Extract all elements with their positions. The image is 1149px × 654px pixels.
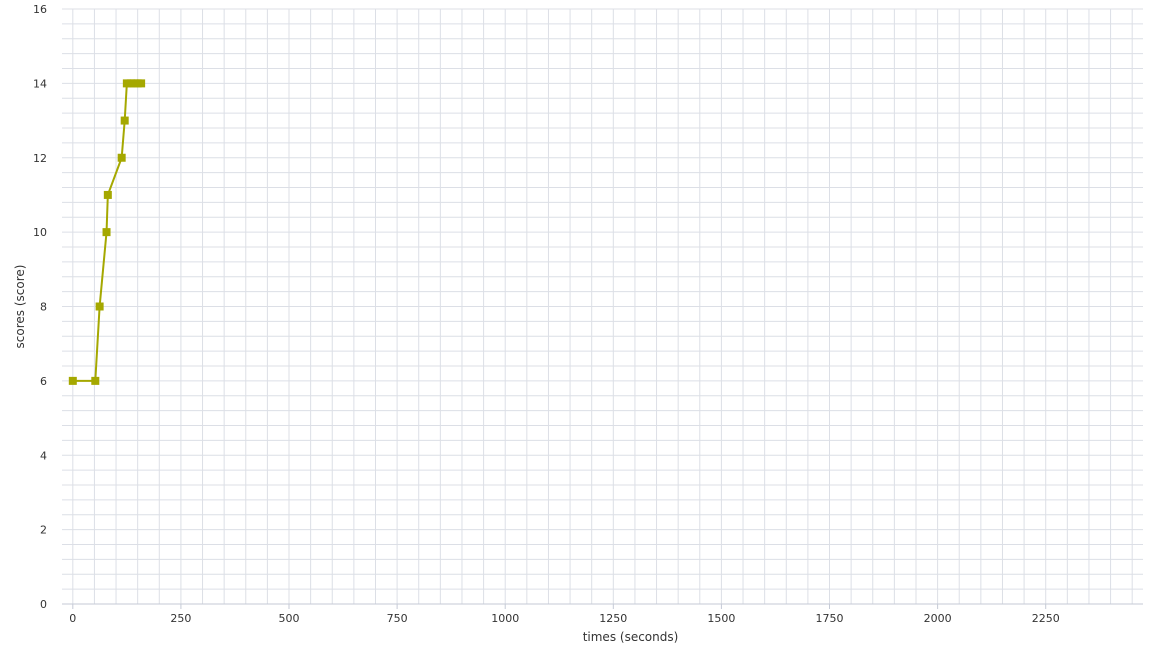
y-tick-label: 12 — [33, 152, 47, 165]
x-tick-label: 750 — [387, 612, 408, 625]
x-tick-label: 2250 — [1032, 612, 1060, 625]
y-tick-label: 4 — [40, 449, 47, 462]
data-point[interactable] — [117, 153, 126, 162]
x-tick-label: 500 — [279, 612, 300, 625]
x-tick-label: 1500 — [707, 612, 735, 625]
series — [68, 79, 146, 385]
data-point[interactable] — [102, 228, 111, 237]
tick-labels: 0 250 500 750 1000 1250 1500 1750 2000 2250 0 2 4 6 8 1… — [33, 3, 1060, 625]
x-tick-label: 250 — [170, 612, 191, 625]
data-point[interactable] — [120, 116, 129, 125]
y-tick-label: 8 — [40, 301, 47, 314]
x-tick-label: 1250 — [599, 612, 627, 625]
x-tick-label: 1750 — [816, 612, 844, 625]
y-axis-title: scores (score) — [13, 265, 27, 349]
y-tick-label: 2 — [40, 524, 47, 537]
y-tick-label: 0 — [40, 598, 47, 611]
x-tick-label: 1000 — [491, 612, 519, 625]
y-tick-label: 10 — [33, 226, 47, 239]
axes — [62, 603, 1143, 609]
y-tick-label: 6 — [40, 375, 47, 388]
data-point[interactable] — [103, 190, 112, 199]
data-point[interactable] — [137, 79, 146, 88]
data-point[interactable] — [91, 376, 100, 385]
x-axis-title: times (seconds) — [583, 630, 679, 644]
data-point[interactable] — [95, 302, 104, 311]
x-tick-label: 0 — [69, 612, 76, 625]
grid — [62, 8, 1143, 605]
x-tick-label: 2000 — [924, 612, 952, 625]
y-tick-label: 14 — [33, 77, 47, 90]
data-point[interactable] — [68, 376, 77, 385]
y-tick-label: 16 — [33, 3, 47, 16]
